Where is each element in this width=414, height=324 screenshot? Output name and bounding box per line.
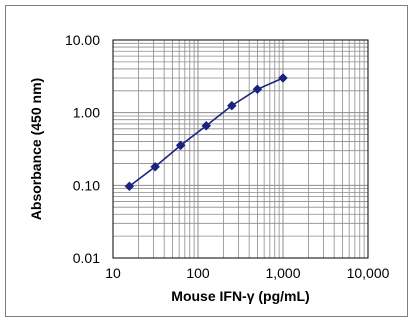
y-tick-label: 10.00 (65, 32, 100, 48)
data-point-marker (278, 73, 288, 83)
x-tick-label: 1,000 (265, 265, 300, 281)
y-tick-label: 1.00 (73, 105, 100, 121)
data-point-marker (226, 100, 237, 111)
data-point-marker (124, 181, 135, 192)
x-tick-label: 100 (186, 265, 210, 281)
chart-frame (5, 5, 408, 317)
grid-layer (113, 40, 368, 258)
x-tick-label: 10,000 (347, 265, 390, 281)
y-axis-title: Absorbance (450 nm) (28, 78, 44, 220)
x-tick-label: 10 (105, 265, 121, 281)
y-tick-label: 0.10 (73, 177, 100, 193)
data-point-marker (150, 161, 160, 172)
series-layer (124, 73, 288, 192)
data-point-marker (201, 120, 212, 131)
series-line (128, 77, 284, 187)
plot-area-border (112, 39, 369, 259)
data-point-marker (175, 140, 186, 151)
data-point-marker (252, 84, 263, 95)
y-tick-label: 0.01 (73, 250, 100, 266)
x-axis-title: Mouse IFN-γ (pg/mL) (171, 288, 309, 304)
tick-label-layer: 10 100 1,000 10,000 0.01 0.10 1.00 10.00 (65, 32, 390, 281)
